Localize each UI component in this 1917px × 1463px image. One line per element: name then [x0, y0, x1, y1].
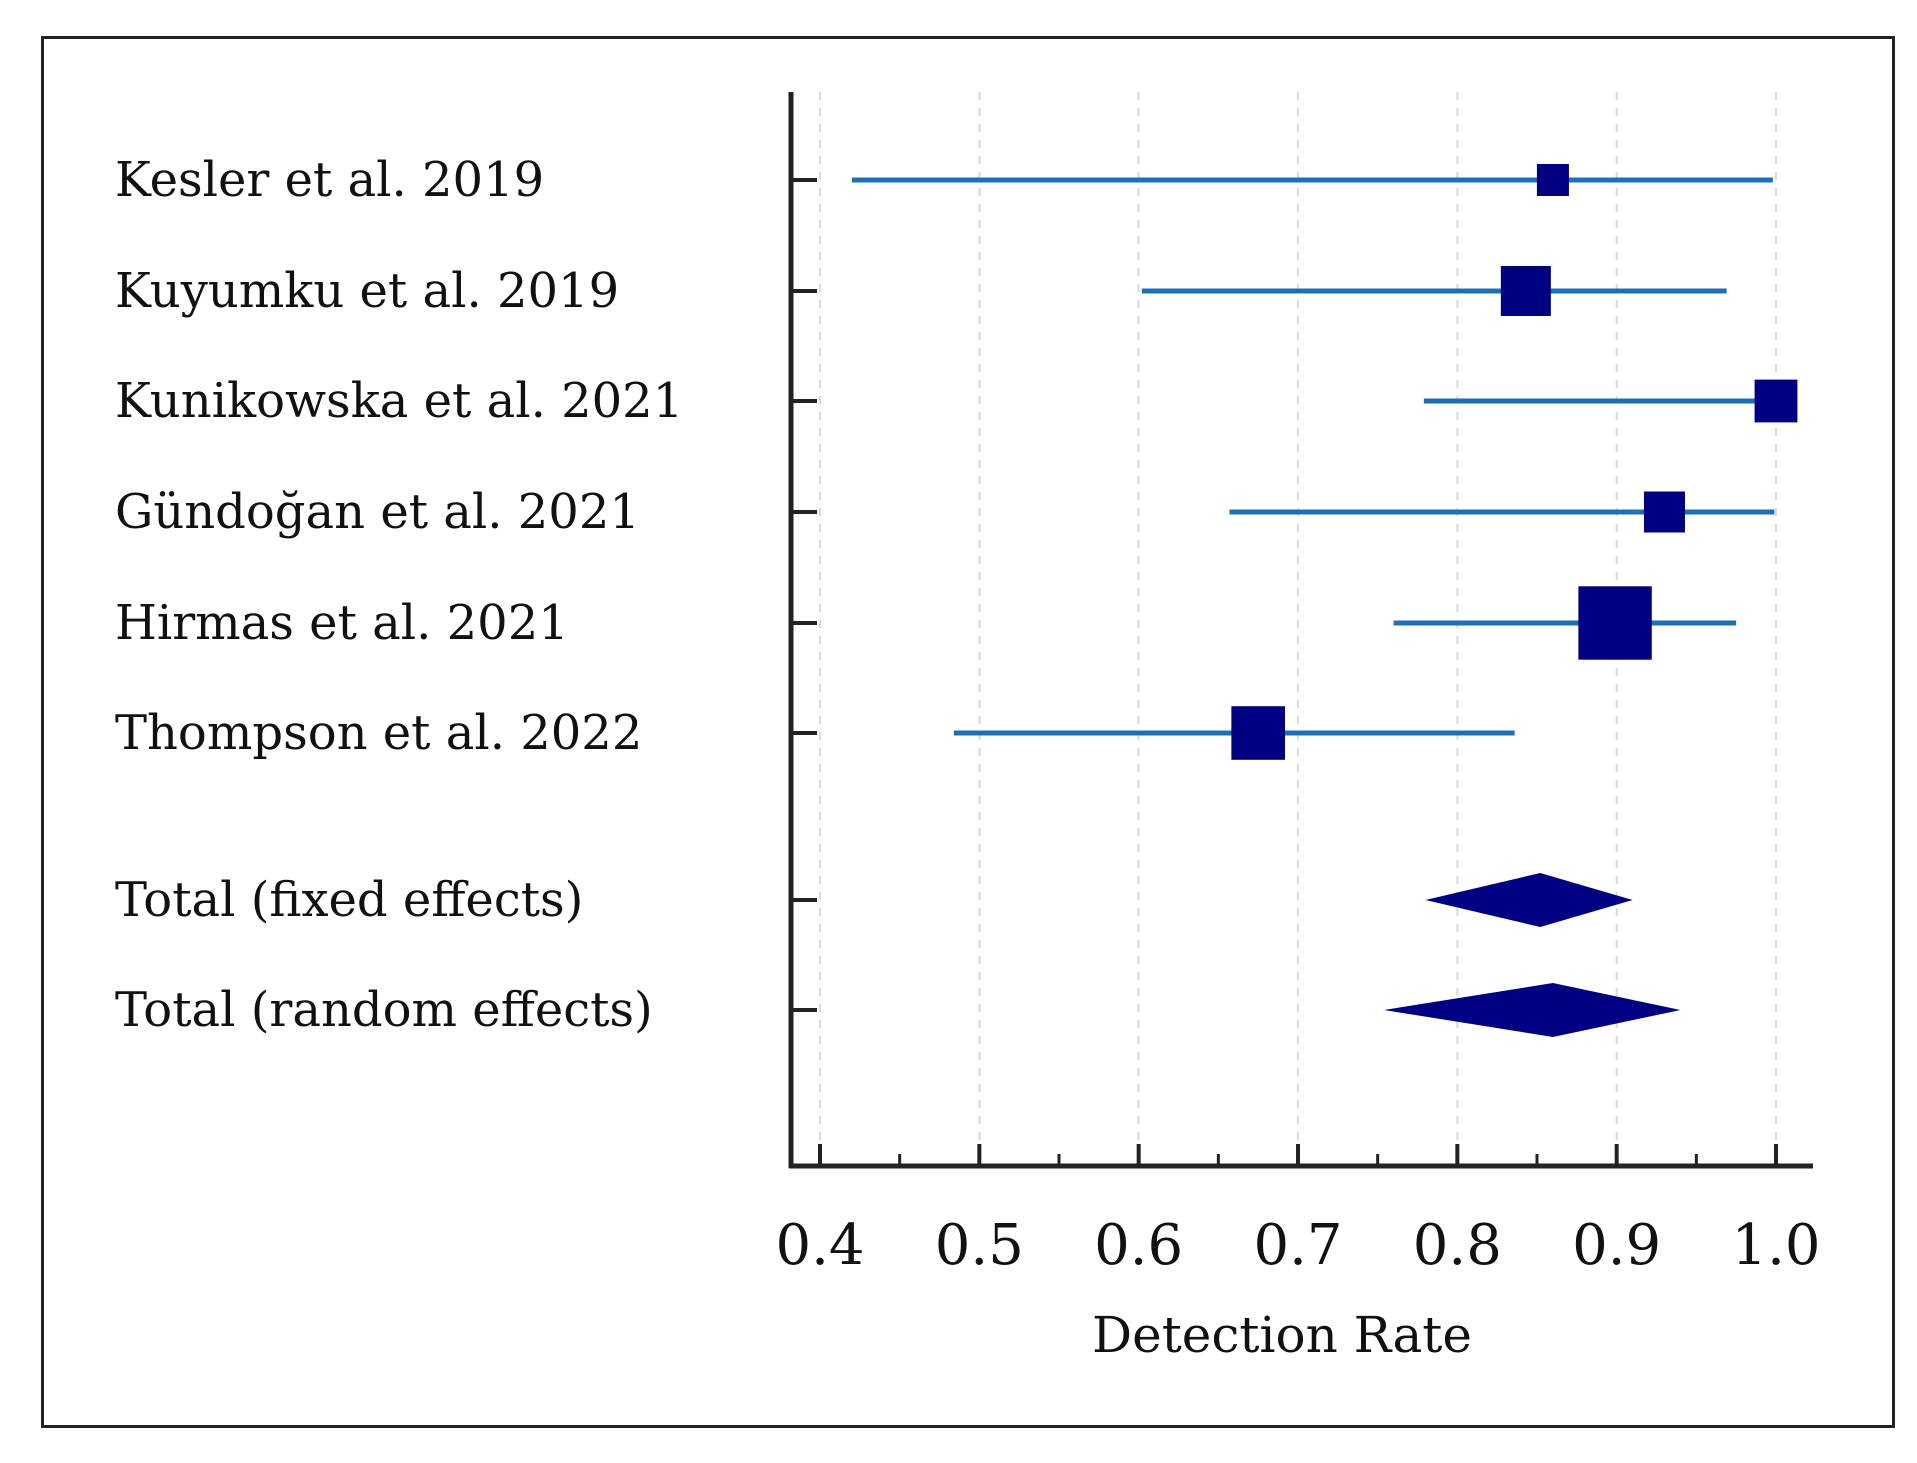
chart-frame: [41, 36, 1895, 1428]
pooled-diamond: [1384, 983, 1681, 1037]
x-tick-label: 1.0: [1731, 1213, 1820, 1278]
study-label: Gündoğan et al. 2021: [115, 484, 640, 540]
study-label: Total (fixed effects): [115, 872, 583, 928]
point-estimate-marker: [1754, 379, 1798, 423]
x-axis-title: Detection Rate: [1092, 1306, 1472, 1364]
axes: [788, 92, 1813, 1169]
study-label: Kuyumku et al. 2019: [115, 263, 619, 319]
x-tick-label: 0.7: [1253, 1213, 1342, 1278]
x-tick-label: 0.4: [775, 1213, 864, 1278]
x-ticks: 0.4 0.5 0.6 0.7 0.8 0.9 1.0: [775, 1144, 1821, 1278]
study-label: Kunikowska et al. 2021: [115, 373, 683, 429]
point-estimate-marker: [1643, 491, 1685, 533]
study-label: Total (random effects): [115, 982, 653, 1038]
point-estimate-marker: [1231, 706, 1285, 760]
study-label: Kesler et al. 2019: [115, 152, 544, 208]
point-estimate-marker: [1536, 164, 1569, 196]
point-estimate-marker: [1578, 586, 1652, 660]
point-estimate-marker: [1500, 266, 1551, 316]
x-tick-label: 0.9: [1572, 1213, 1661, 1278]
study-label: Thompson et al. 2022: [115, 705, 642, 761]
study-label: Hirmas et al. 2021: [115, 595, 569, 651]
x-tick-label: 0.8: [1413, 1213, 1502, 1278]
x-tick-label: 0.6: [1094, 1213, 1183, 1278]
x-tick-label: 0.5: [935, 1213, 1024, 1278]
study-rows: Kesler et al. 2019 Kuyumku et al. 2019 Kun…: [115, 152, 1798, 1038]
pooled-diamond: [1425, 873, 1633, 927]
